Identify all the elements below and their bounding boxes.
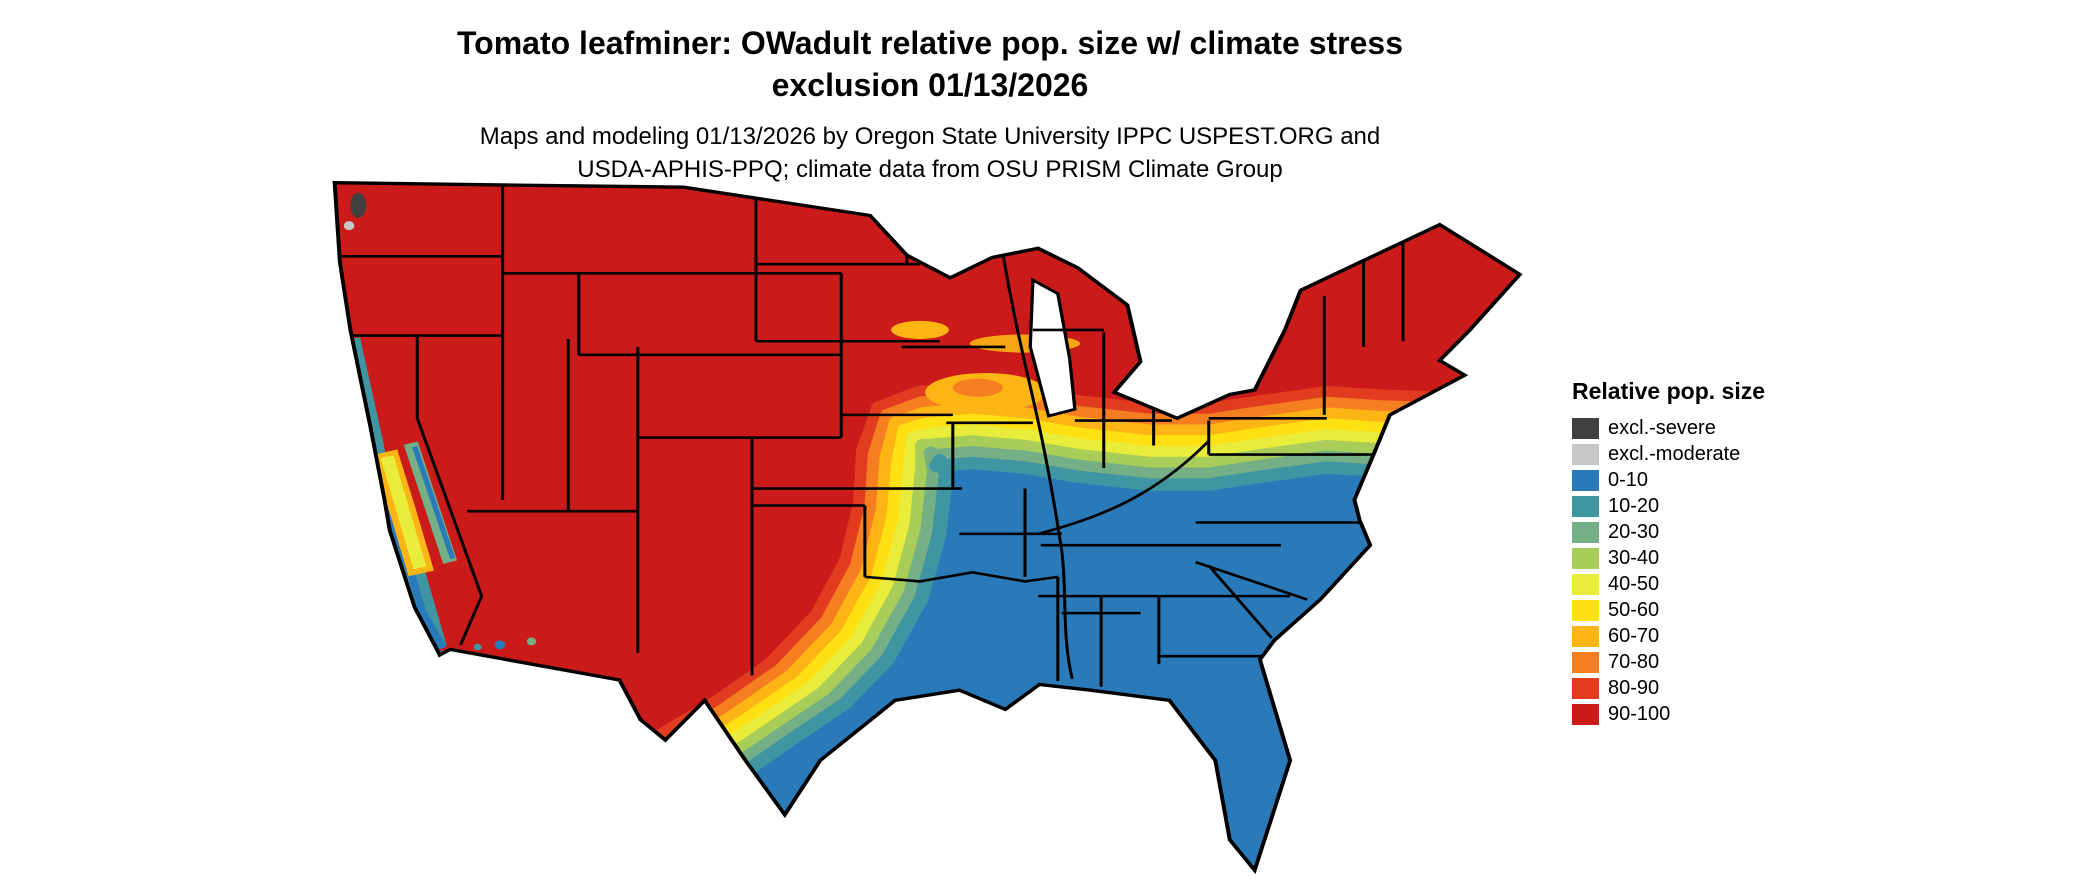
figure-title-line2: exclusion 01/13/2026 xyxy=(771,67,1089,103)
legend-row: 30-40 xyxy=(1572,545,1902,571)
plains-orange-core xyxy=(952,378,1003,397)
legend-label: 0-10 xyxy=(1608,468,1649,491)
legend-row: excl.-severe xyxy=(1572,415,1902,441)
legend-title: Relative pop. size xyxy=(1572,378,1766,404)
legend-row: 70-80 xyxy=(1572,649,1902,675)
legend-label: 10-20 xyxy=(1608,494,1660,517)
figure-subtitle: Maps and modeling 01/13/2026 by Oregon S… xyxy=(0,120,1860,186)
puget-sound-severe-exclusion-spot xyxy=(350,192,367,218)
lake-michigan xyxy=(1028,277,1077,418)
legend-swatch xyxy=(1572,625,1599,647)
figure-subtitle-line1: Maps and modeling 01/13/2026 by Oregon S… xyxy=(479,123,1381,150)
legend-swatch xyxy=(1572,599,1599,621)
legend-row: 40-50 xyxy=(1572,571,1902,597)
legend-label: excl.-moderate xyxy=(1608,442,1741,465)
state-borders-west xyxy=(334,184,1059,676)
figure-title-line1: Tomato leafminer: OWadult relative pop. … xyxy=(456,25,1404,61)
legend-swatch xyxy=(1572,677,1599,699)
legend-swatch xyxy=(1572,521,1599,543)
figure-header: Tomato leafminer: OWadult relative pop. … xyxy=(0,22,1860,186)
us-choropleth-map xyxy=(332,180,1522,873)
legend-swatch xyxy=(1572,443,1599,465)
legend-swatch xyxy=(1572,573,1599,595)
transition-stripe-20-30 xyxy=(651,446,1520,817)
legend-swatch xyxy=(1572,703,1599,725)
central-valley-yellow xyxy=(380,455,427,570)
legend-row: 80-90 xyxy=(1572,675,1902,701)
transition-stripe-50-60 xyxy=(632,413,1520,789)
transition-stripe-10-20 xyxy=(657,454,1520,826)
arizona-border-speck xyxy=(494,640,506,650)
legend-swatch xyxy=(1572,417,1599,439)
sierra-blue-line xyxy=(412,445,456,560)
sierra-green-band xyxy=(403,441,458,564)
legend-row: 10-20 xyxy=(1572,493,1902,519)
map-legend: Relative pop. size excl.-severe excl.-mod… xyxy=(1572,378,1902,727)
figure-subtitle-line2: USDA-APHIS-PPQ; climate data from OSU PR… xyxy=(577,156,1283,183)
legend-row: 90-100 xyxy=(1572,701,1902,727)
transition-stripe-60-70 xyxy=(626,402,1520,779)
legend-row: 0-10 xyxy=(1572,467,1902,493)
legend-label: 50-60 xyxy=(1608,598,1660,621)
transition-stripe-80-90 xyxy=(614,381,1520,761)
legend-label: 20-30 xyxy=(1608,520,1660,543)
arizona-border-speck xyxy=(473,643,482,651)
legend-label: 90-100 xyxy=(1608,702,1671,725)
legend-label: 80-90 xyxy=(1608,676,1660,699)
legend-label: 40-50 xyxy=(1608,572,1660,595)
state-borders-east xyxy=(901,215,1405,687)
legend-row: 60-70 xyxy=(1572,623,1902,649)
legend-label: excl.-severe xyxy=(1608,416,1716,439)
legend-label: 70-80 xyxy=(1608,650,1660,673)
legend-row: excl.-moderate xyxy=(1572,441,1902,467)
legend-swatch xyxy=(1572,651,1599,673)
legend-rows: excl.-severe excl.-moderate 0-10 10-20 20-30… xyxy=(1572,415,1902,727)
legend-row: 50-60 xyxy=(1572,597,1902,623)
legend-swatch xyxy=(1572,495,1599,517)
legend-label: 60-70 xyxy=(1608,624,1660,647)
arizona-border-speck xyxy=(526,637,537,646)
figure-title: Tomato leafminer: OWadult relative pop. … xyxy=(0,22,1860,106)
upper-plains-orange-patch xyxy=(891,320,949,339)
legend-swatch xyxy=(1572,547,1599,569)
puget-sound-moderate-exclusion-spot xyxy=(343,221,355,231)
transition-stripe-40-50 xyxy=(639,424,1520,798)
legend-row: 20-30 xyxy=(1572,519,1902,545)
legend-label: 30-40 xyxy=(1608,546,1660,569)
legend-swatch xyxy=(1572,469,1599,491)
transition-stripe-70-80 xyxy=(620,392,1520,770)
